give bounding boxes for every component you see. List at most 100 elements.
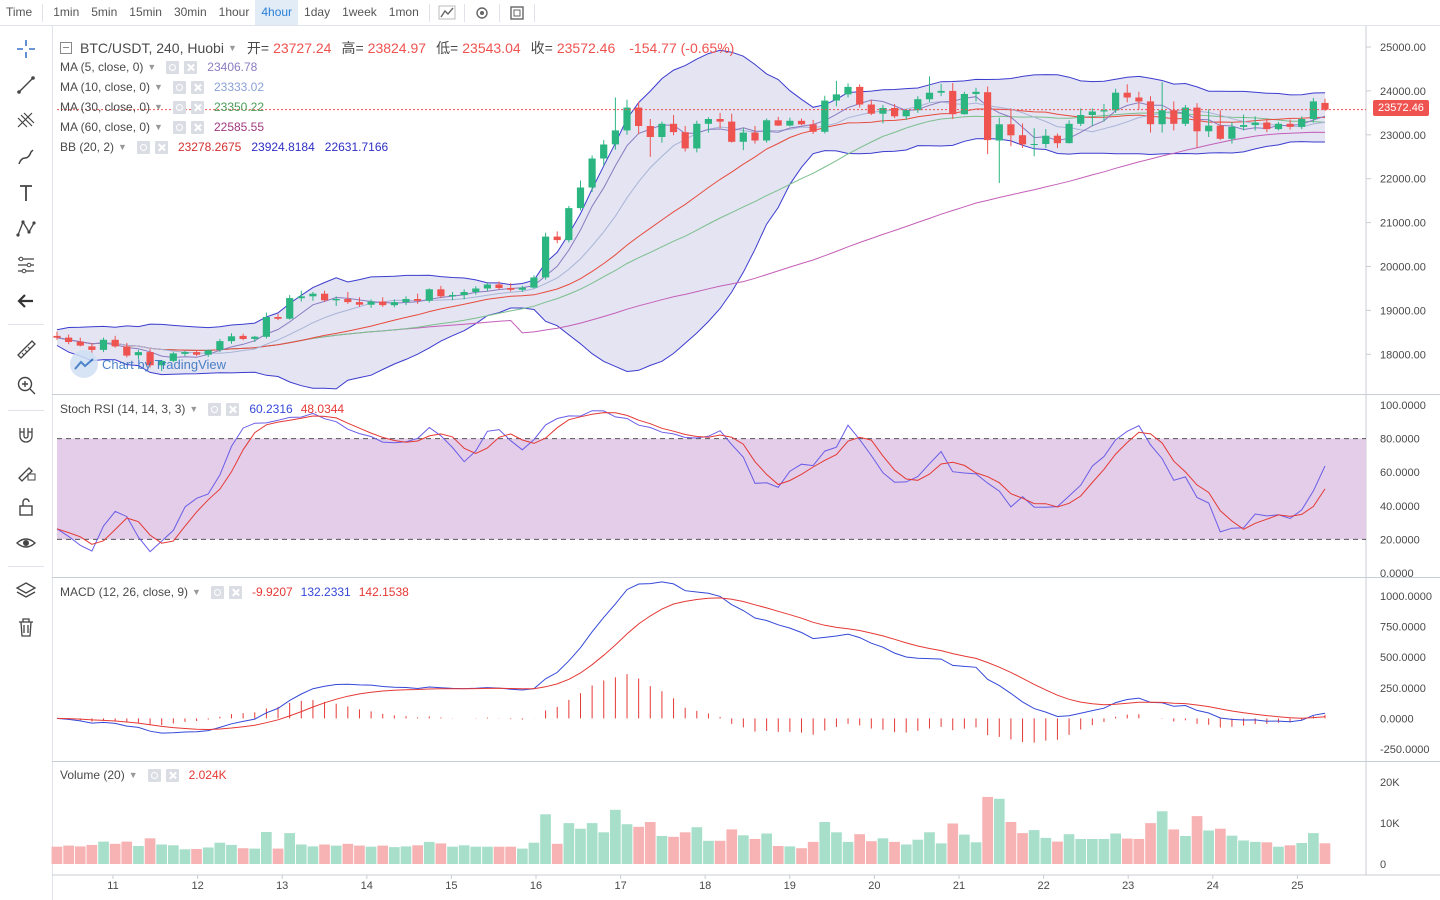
close-icon[interactable] xyxy=(190,80,204,94)
chevron-down-icon[interactable]: ▼ xyxy=(154,122,163,132)
gear-icon[interactable] xyxy=(166,60,180,74)
candle-body xyxy=(1158,110,1166,125)
chevron-down-icon[interactable]: ▼ xyxy=(147,62,157,72)
volume-bar xyxy=(156,844,167,864)
zoom-in-icon[interactable] xyxy=(0,370,52,400)
candle-body xyxy=(949,90,957,115)
candle-body xyxy=(1088,111,1096,115)
indicator-legend: BB (20, 2) ▼ 23278.2675 23924.8184 22631.716… xyxy=(60,140,394,154)
lock-icon[interactable] xyxy=(0,492,52,522)
magnet-icon[interactable] xyxy=(0,420,52,450)
volume-bar xyxy=(726,829,738,864)
settings-icon[interactable] xyxy=(469,0,495,25)
timeframe-5min[interactable]: 5min xyxy=(91,5,118,19)
volume-bar xyxy=(1238,840,1249,864)
chevron-down-icon[interactable]: ▼ xyxy=(192,587,201,597)
pattern-icon[interactable] xyxy=(0,214,52,244)
macd-axis-label: 250.0000 xyxy=(1380,683,1426,695)
drawing-toolbar xyxy=(0,26,53,900)
close-icon[interactable] xyxy=(184,60,198,74)
symbol-title: BTC/USDT, 240, Huobi xyxy=(80,40,224,56)
volume-bar xyxy=(98,841,109,864)
close-icon[interactable] xyxy=(190,120,204,134)
chevron-down-icon[interactable]: ▼ xyxy=(154,82,163,92)
timeframe-15min[interactable]: 15min xyxy=(129,5,162,19)
text-icon[interactable] xyxy=(0,178,52,208)
price-axis-label: 20000.00 xyxy=(1380,262,1426,274)
timeframe-1mon[interactable]: 1mon xyxy=(388,5,419,19)
gear-icon[interactable] xyxy=(210,585,224,599)
candle-body xyxy=(1112,92,1120,111)
fullscreen-icon[interactable] xyxy=(504,0,530,25)
timeframe-1hour[interactable]: 1hour xyxy=(218,5,250,19)
volume-axis-label: 20K xyxy=(1380,777,1400,789)
gear-icon[interactable] xyxy=(208,402,222,416)
layers-icon[interactable] xyxy=(0,576,52,606)
volume-bar xyxy=(517,848,528,864)
close-icon[interactable] xyxy=(190,100,204,114)
time-axis-label: 17 xyxy=(614,880,626,892)
close-icon[interactable] xyxy=(165,768,179,782)
trash-icon[interactable] xyxy=(0,612,52,642)
timeframe-1min[interactable]: 1min xyxy=(53,5,80,19)
indicator-legend: MA (60, close, 0) ▼ 22585.55 xyxy=(60,120,270,134)
line-chart-icon[interactable] xyxy=(434,0,460,25)
fib-icon[interactable] xyxy=(0,250,52,280)
indicator-legend: MA (10, close, 0) ▼ 23333.02 xyxy=(60,80,270,94)
candle-body xyxy=(739,132,747,142)
eye-icon[interactable] xyxy=(0,528,52,558)
candle-body xyxy=(1100,110,1108,112)
lock-drawing-icon[interactable] xyxy=(0,456,52,486)
timeframe-30min[interactable]: 30min xyxy=(173,5,207,19)
tradingview-watermark[interactable]: Chart by TradingView xyxy=(70,350,226,378)
trend-line-icon[interactable] xyxy=(0,70,52,100)
crosshair-icon[interactable] xyxy=(0,34,52,64)
candle-body xyxy=(251,336,259,339)
volume-bar xyxy=(261,832,272,864)
time-axis-label: 20 xyxy=(868,880,880,892)
gear-icon[interactable] xyxy=(172,120,186,134)
volume-bar xyxy=(237,848,249,864)
gear-icon[interactable] xyxy=(172,80,186,94)
back-arrow-icon[interactable] xyxy=(0,286,52,316)
candle-body xyxy=(99,339,108,350)
stoch-axis-label: 20.0000 xyxy=(1380,534,1420,546)
chevron-down-icon[interactable]: ▼ xyxy=(154,102,163,112)
chevron-down-icon[interactable]: ▼ xyxy=(118,142,127,152)
chevron-down-icon[interactable]: ▼ xyxy=(227,43,237,53)
gear-icon[interactable] xyxy=(147,768,161,782)
high-value: 23824.97 xyxy=(367,40,427,56)
timeframe-time[interactable]: Time xyxy=(6,5,33,19)
ruler-icon[interactable] xyxy=(0,334,52,364)
candle-body xyxy=(355,302,364,305)
candle-body xyxy=(460,292,468,296)
timeframe-toolbar: Time 1min 5min 15min 30min 1hour 4hour 1day 1wee… xyxy=(0,0,1440,26)
pitchfork-icon[interactable] xyxy=(0,106,52,136)
chevron-down-icon[interactable]: ▼ xyxy=(189,404,199,414)
volume-bar xyxy=(447,846,458,864)
time-axis-label: 23 xyxy=(1122,880,1134,892)
close-icon[interactable] xyxy=(228,585,242,599)
candle-body xyxy=(763,120,771,141)
volume-bar xyxy=(51,846,63,864)
close-icon[interactable] xyxy=(226,402,240,416)
gear-icon[interactable] xyxy=(172,100,186,114)
chevron-down-icon[interactable]: ▼ xyxy=(128,770,138,780)
indicator-value: 23278.2675 xyxy=(177,140,242,154)
volume-bar xyxy=(1110,833,1121,864)
price-axis-label: 18000.00 xyxy=(1380,349,1426,361)
volume-bar xyxy=(1191,816,1203,864)
brush-icon[interactable] xyxy=(0,142,52,172)
candle-body xyxy=(623,107,631,131)
candle-body xyxy=(309,293,317,297)
close-icon[interactable] xyxy=(154,140,168,154)
volume-bar xyxy=(889,841,900,864)
timeframe-1week[interactable]: 1week xyxy=(342,5,377,19)
timeframe-1day[interactable]: 1day xyxy=(304,5,331,19)
timeframe-4hour[interactable]: 4hour xyxy=(255,0,299,25)
stoch-axis-label: 80.0000 xyxy=(1380,434,1420,446)
legend-toggle-icon[interactable] xyxy=(60,42,72,54)
time-axis-label: 14 xyxy=(361,880,373,892)
gear-icon[interactable] xyxy=(136,140,150,154)
